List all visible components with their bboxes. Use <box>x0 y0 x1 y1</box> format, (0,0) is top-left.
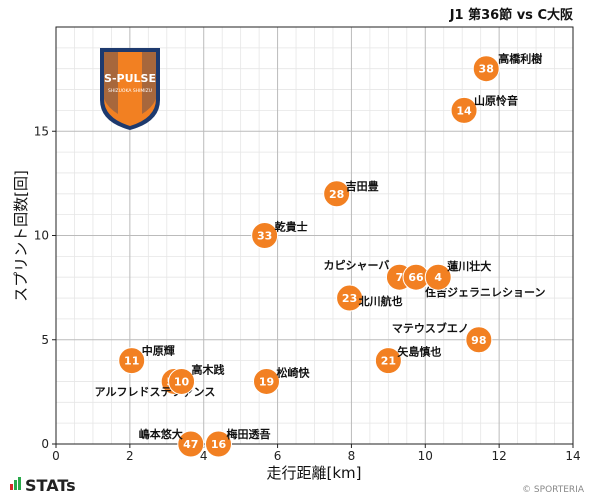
point-marker <box>374 347 402 375</box>
point-label: 中原輝 <box>142 344 175 358</box>
point-label: 吉田豊 <box>346 179 379 193</box>
point-marker <box>424 263 452 291</box>
point-label: 高木践 <box>192 362 225 376</box>
x-axis-ticks: 0 2 4 6 8 10 12 14 <box>52 444 581 463</box>
y-tick-label: 5 <box>41 333 49 347</box>
point-number: 28 <box>329 188 344 201</box>
point-number: 16 <box>211 438 227 451</box>
point-marker <box>251 222 279 249</box>
data-point: 4 蓮川壮大 <box>424 259 491 291</box>
y-tick-label: 15 <box>34 124 49 138</box>
point-label: 蓮川壮大 <box>447 259 491 273</box>
logo-subtext: SHIZUOKA SHIMIZU <box>108 88 152 94</box>
point-marker <box>323 180 351 208</box>
point-label: マテウスブエノ <box>392 321 469 335</box>
point-marker <box>465 326 493 354</box>
chart-title: J1 第36節 vs C大阪 <box>449 7 574 23</box>
point-marker <box>204 430 232 458</box>
point-label: 乾貴士 <box>275 220 308 234</box>
point-number: 23 <box>342 292 357 305</box>
point-label: 住吉ジェラニレショーン <box>425 285 545 299</box>
point-label: 嶋本悠大 <box>139 427 183 441</box>
data-point: 7 カピシャーバ <box>324 259 413 291</box>
team-logo: S-PULSE SHIZUOKA SHIMIZU <box>100 48 160 130</box>
point-label: 松崎快 <box>276 365 310 379</box>
point-marker <box>118 347 146 375</box>
point-number: 10 <box>174 375 190 388</box>
x-tick-label: 14 <box>565 449 580 463</box>
y-axis-label: スプリント回数[回] <box>12 170 30 302</box>
point-label: 梅田透吾 <box>226 427 270 441</box>
point-number: 47 <box>183 438 198 451</box>
point-number: 38 <box>479 63 494 76</box>
point-label: カピシャーバ <box>324 259 390 272</box>
x-tick-label: 10 <box>418 449 433 463</box>
credit-text: © SPORTERIA <box>522 485 585 495</box>
point-marker <box>252 367 280 395</box>
point-label: 北川航也 <box>359 294 403 308</box>
point-number: 33 <box>257 230 272 243</box>
x-tick-label: 4 <box>200 449 208 463</box>
point-label: 高橋利樹 <box>498 52 542 66</box>
data-point: 38 高橋利樹 <box>472 52 542 83</box>
stats-brand: STATs <box>25 476 76 495</box>
point-number: 14 <box>456 104 472 117</box>
point-marker <box>450 96 478 124</box>
point-marker <box>168 367 196 395</box>
y-tick-label: 10 <box>34 229 49 243</box>
point-number: 4 <box>434 271 442 284</box>
point-number: 19 <box>259 375 274 388</box>
point-label: アルフレドステファンス <box>95 385 216 398</box>
x-axis-label: 走行距離[km] <box>266 464 361 482</box>
point-number: 21 <box>381 355 396 368</box>
y-tick-label: 0 <box>41 437 49 451</box>
stats-logo: STATs <box>10 476 76 495</box>
x-tick-label: 0 <box>52 449 60 463</box>
x-tick-label: 12 <box>492 449 507 463</box>
x-tick-label: 8 <box>348 449 356 463</box>
point-number: 66 <box>408 271 424 284</box>
point-marker <box>177 430 205 458</box>
point-label: 山原怜音 <box>474 93 518 107</box>
point-label: 矢島慎也 <box>397 345 441 359</box>
x-tick-label: 2 <box>126 449 134 463</box>
point-number: 7 <box>396 271 404 284</box>
x-tick-label: 6 <box>274 449 282 463</box>
point-number: 98 <box>471 334 486 347</box>
y-axis-ticks: 0 5 10 15 <box>34 124 56 451</box>
point-number: 11 <box>124 355 139 368</box>
data-point: 23 北川航也 <box>336 284 403 312</box>
point-marker <box>336 284 364 312</box>
logo-text: S-PULSE <box>104 72 156 85</box>
point-marker <box>472 55 500 83</box>
